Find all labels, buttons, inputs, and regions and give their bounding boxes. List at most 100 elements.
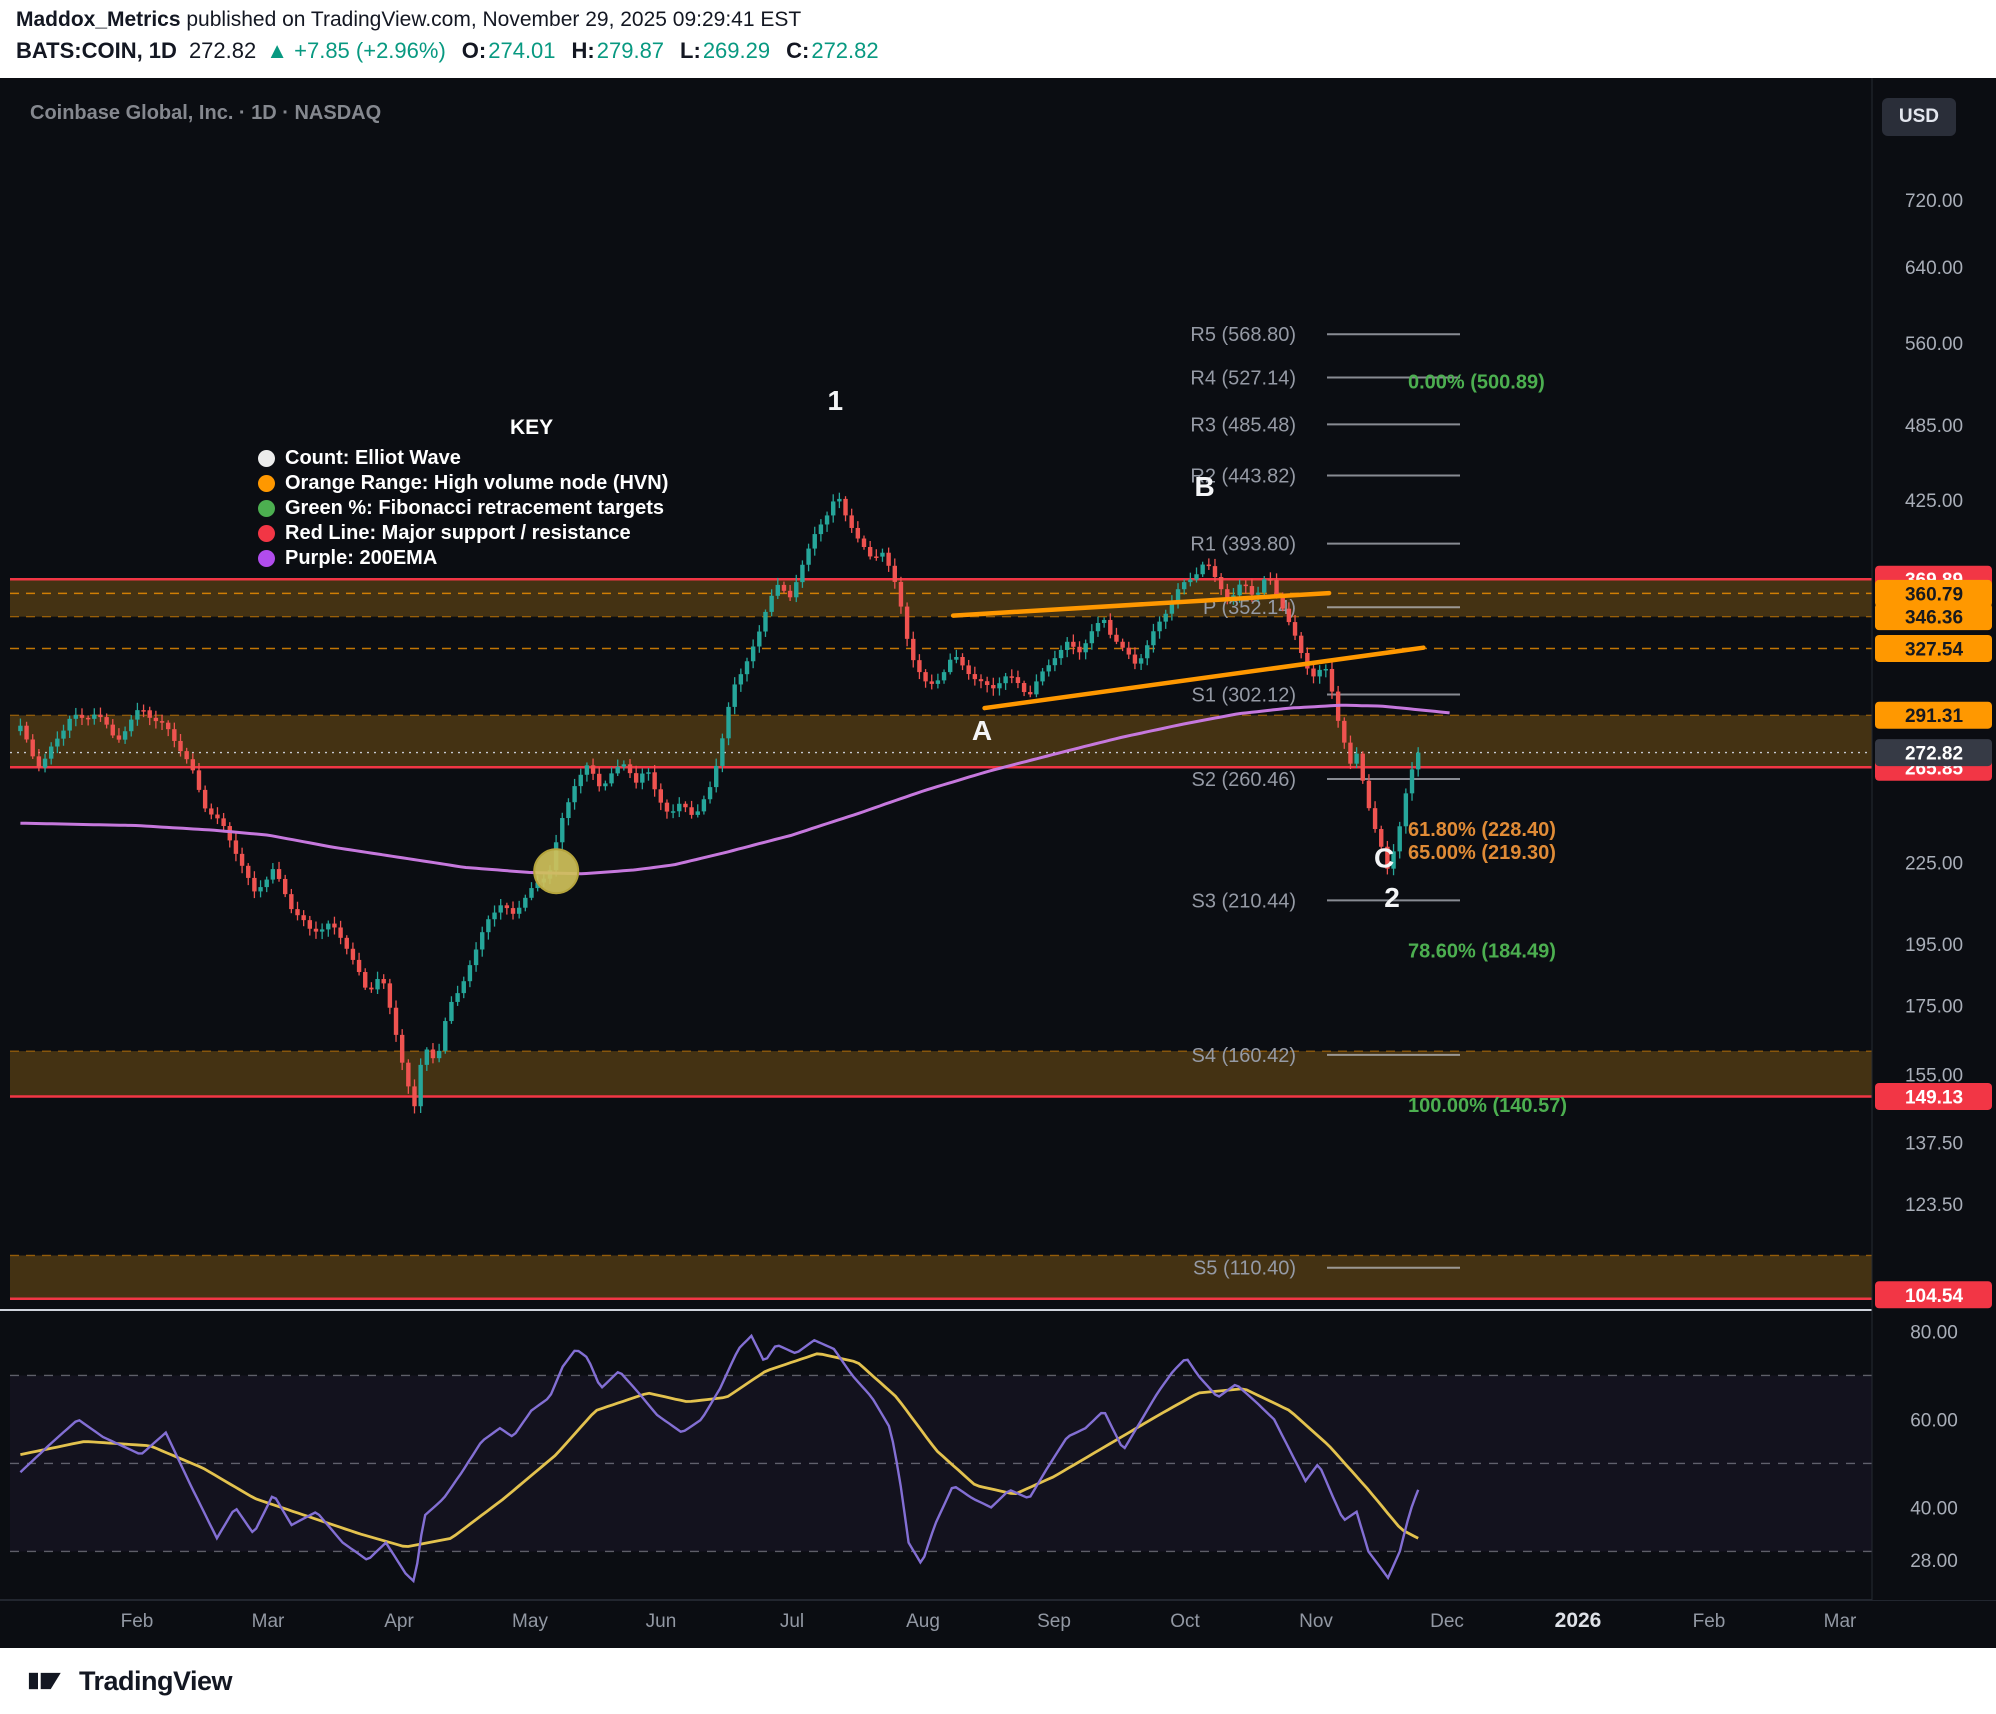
key-item-label: Purple: 200EMA: [285, 547, 438, 569]
wave-label: B: [1195, 471, 1215, 502]
ema-200-line: [20, 703, 1450, 876]
key-item-label: Red Line: Major support / resistance: [285, 522, 631, 544]
pivot-levels: R5 (568.80) R4 (527.14) R3 (485.48) R2 (443…: [1190, 324, 1460, 1280]
key-item: Count: Elliot Wave: [258, 446, 668, 471]
footer: TradingView: [0, 1648, 1996, 1714]
pivot-label: S3 (210.44): [1191, 890, 1296, 912]
rsi-tick: 40.00: [1910, 1498, 1958, 1519]
key-item: Red Line: Major support / resistance: [258, 521, 668, 546]
price-badge-label: 360.79: [1905, 584, 1963, 605]
price-badge-label: 104.54: [1905, 1286, 1964, 1307]
rsi-ma-line: [20, 1352, 1419, 1548]
price-tick: 155.00: [1905, 1065, 1963, 1086]
month-label: Aug: [906, 1611, 940, 1632]
close-label: C:: [786, 38, 810, 63]
low-label: L:: [680, 38, 701, 63]
white-dot-icon: [258, 450, 275, 467]
key-item: Green %: Fibonacci retracement targets: [258, 496, 668, 521]
key-item-label: Green %: Fibonacci retracement targets: [285, 497, 665, 519]
price-badge: [1875, 1281, 1992, 1309]
open-value: 274.01: [488, 38, 556, 63]
pivot-label: S4 (160.42): [1191, 1045, 1296, 1067]
wave-labels: 1 B A C 2: [827, 385, 1399, 913]
chart-area[interactable]: R5 (568.80) R4 (527.14) R3 (485.48) R2 (443…: [0, 78, 1996, 1648]
price-badge: [1875, 1082, 1992, 1110]
high-label: H:: [571, 38, 595, 63]
trendlines[interactable]: [950, 590, 1426, 711]
hvn-band: [10, 1051, 1872, 1097]
pivot-label: S2 (260.46): [1191, 769, 1296, 791]
month-label: Mar: [1824, 1611, 1857, 1632]
price-tick: 560.00: [1905, 334, 1963, 355]
key-legend: KEY Count: Elliot Wave Orange Range: Hig…: [258, 416, 668, 571]
time-axis[interactable]: Feb Mar Apr May Jun Jul Aug Sep Oct Nov Dec 2026 Feb…: [121, 1609, 1857, 1632]
key-legend-title: KEY: [510, 416, 554, 439]
fib-label: 78.60% (184.49): [1408, 940, 1556, 962]
wave-label: C: [1374, 842, 1394, 873]
pivot-label: R2 (443.82): [1190, 465, 1296, 487]
wave-label: 2: [1384, 882, 1400, 913]
price-tick: 195.00: [1905, 935, 1963, 956]
pivot-label: R4 (527.14): [1190, 368, 1296, 390]
pivot-label: R3 (485.48): [1190, 414, 1296, 436]
price-badge-label: 272.82: [1905, 744, 1963, 765]
hvn-band: [10, 715, 1872, 768]
month-label: Feb: [121, 1611, 154, 1632]
month-label: Sep: [1037, 1611, 1071, 1632]
fib-label: 61.80% (228.40): [1408, 819, 1556, 841]
fib-label: 0.00% (500.89): [1408, 372, 1545, 394]
month-label: Mar: [252, 1611, 285, 1632]
rsi-line: [19, 1333, 1420, 1584]
chart-canvas[interactable]: R5 (568.80) R4 (527.14) R3 (485.48) R2 (443…: [0, 78, 1996, 1648]
price-tick: 137.50: [1905, 1134, 1963, 1155]
symbol-status-line: BATS:COIN, 1D 272.82 ▲ +7.85 (+2.96%) O:274…: [16, 38, 1996, 64]
pivot-label: R1 (393.80): [1190, 534, 1296, 556]
byline: Maddox_Metrics published on TradingView.…: [16, 8, 1996, 32]
currency-button[interactable]: USD: [1881, 98, 1956, 136]
hvn-bands: [10, 578, 1872, 1300]
month-label: Nov: [1299, 1611, 1333, 1632]
candlesticks: [18, 492, 1421, 1114]
price-tick: 485.00: [1905, 416, 1963, 437]
red-dot-icon: [258, 525, 275, 542]
chart-title: Coinbase Global, Inc. · 1D · NASDAQ: [30, 102, 382, 124]
month-label: Jul: [780, 1611, 804, 1632]
price-badge: [1875, 701, 1992, 729]
price-tick: 225.00: [1905, 853, 1963, 874]
price-badge: [1875, 579, 1992, 607]
price-tick: 175.00: [1905, 996, 1963, 1017]
fib-label: 65.00% (219.30): [1408, 842, 1556, 864]
month-label: Jun: [646, 1611, 677, 1632]
ema-cross-marker[interactable]: [533, 848, 580, 895]
month-label: Oct: [1170, 1611, 1200, 1632]
price-tick: 720.00: [1905, 191, 1963, 212]
key-item: Purple: 200EMA: [258, 546, 668, 571]
price-badge-label: 327.54: [1905, 639, 1964, 660]
month-label: Apr: [384, 1611, 414, 1632]
price-axis[interactable]: 720.00 640.00 560.00 485.00 425.00 225.00 195.…: [1871, 78, 1996, 1600]
pivot-label: R5 (568.80): [1190, 324, 1296, 346]
close-value: 272.82: [811, 38, 879, 63]
price-badge-label: 291.31: [1905, 706, 1964, 727]
high-value: 279.87: [596, 38, 665, 63]
rsi-tick: 60.00: [1910, 1410, 1958, 1431]
price-tick: 123.50: [1905, 1195, 1963, 1216]
brand-name: TradingView: [79, 1665, 233, 1696]
price-badge-label: 149.13: [1905, 1087, 1963, 1108]
trendline: [950, 590, 1332, 618]
symbol-name: BATS:COIN, 1D: [16, 38, 177, 63]
trendline: [982, 645, 1426, 711]
pivot-label: S5 (110.40): [1193, 1258, 1296, 1280]
open-label: O:: [461, 38, 487, 63]
fib-labels: 0.00% (500.89) 61.80% (228.40)65.00% (219…: [1408, 372, 1567, 1118]
wave-label: A: [972, 715, 992, 746]
key-item-label: Orange Range: High volume node (HVN): [285, 472, 669, 494]
wave-label: 1: [827, 385, 843, 416]
low-value: 269.29: [702, 38, 771, 63]
price-badge: [1875, 634, 1992, 662]
key-item: Orange Range: High volume node (HVN): [258, 471, 668, 496]
month-label: Dec: [1430, 1611, 1464, 1632]
month-label: Feb: [1693, 1611, 1726, 1632]
purple-dot-icon: [258, 550, 275, 567]
rsi-tick: 80.00: [1910, 1322, 1958, 1343]
